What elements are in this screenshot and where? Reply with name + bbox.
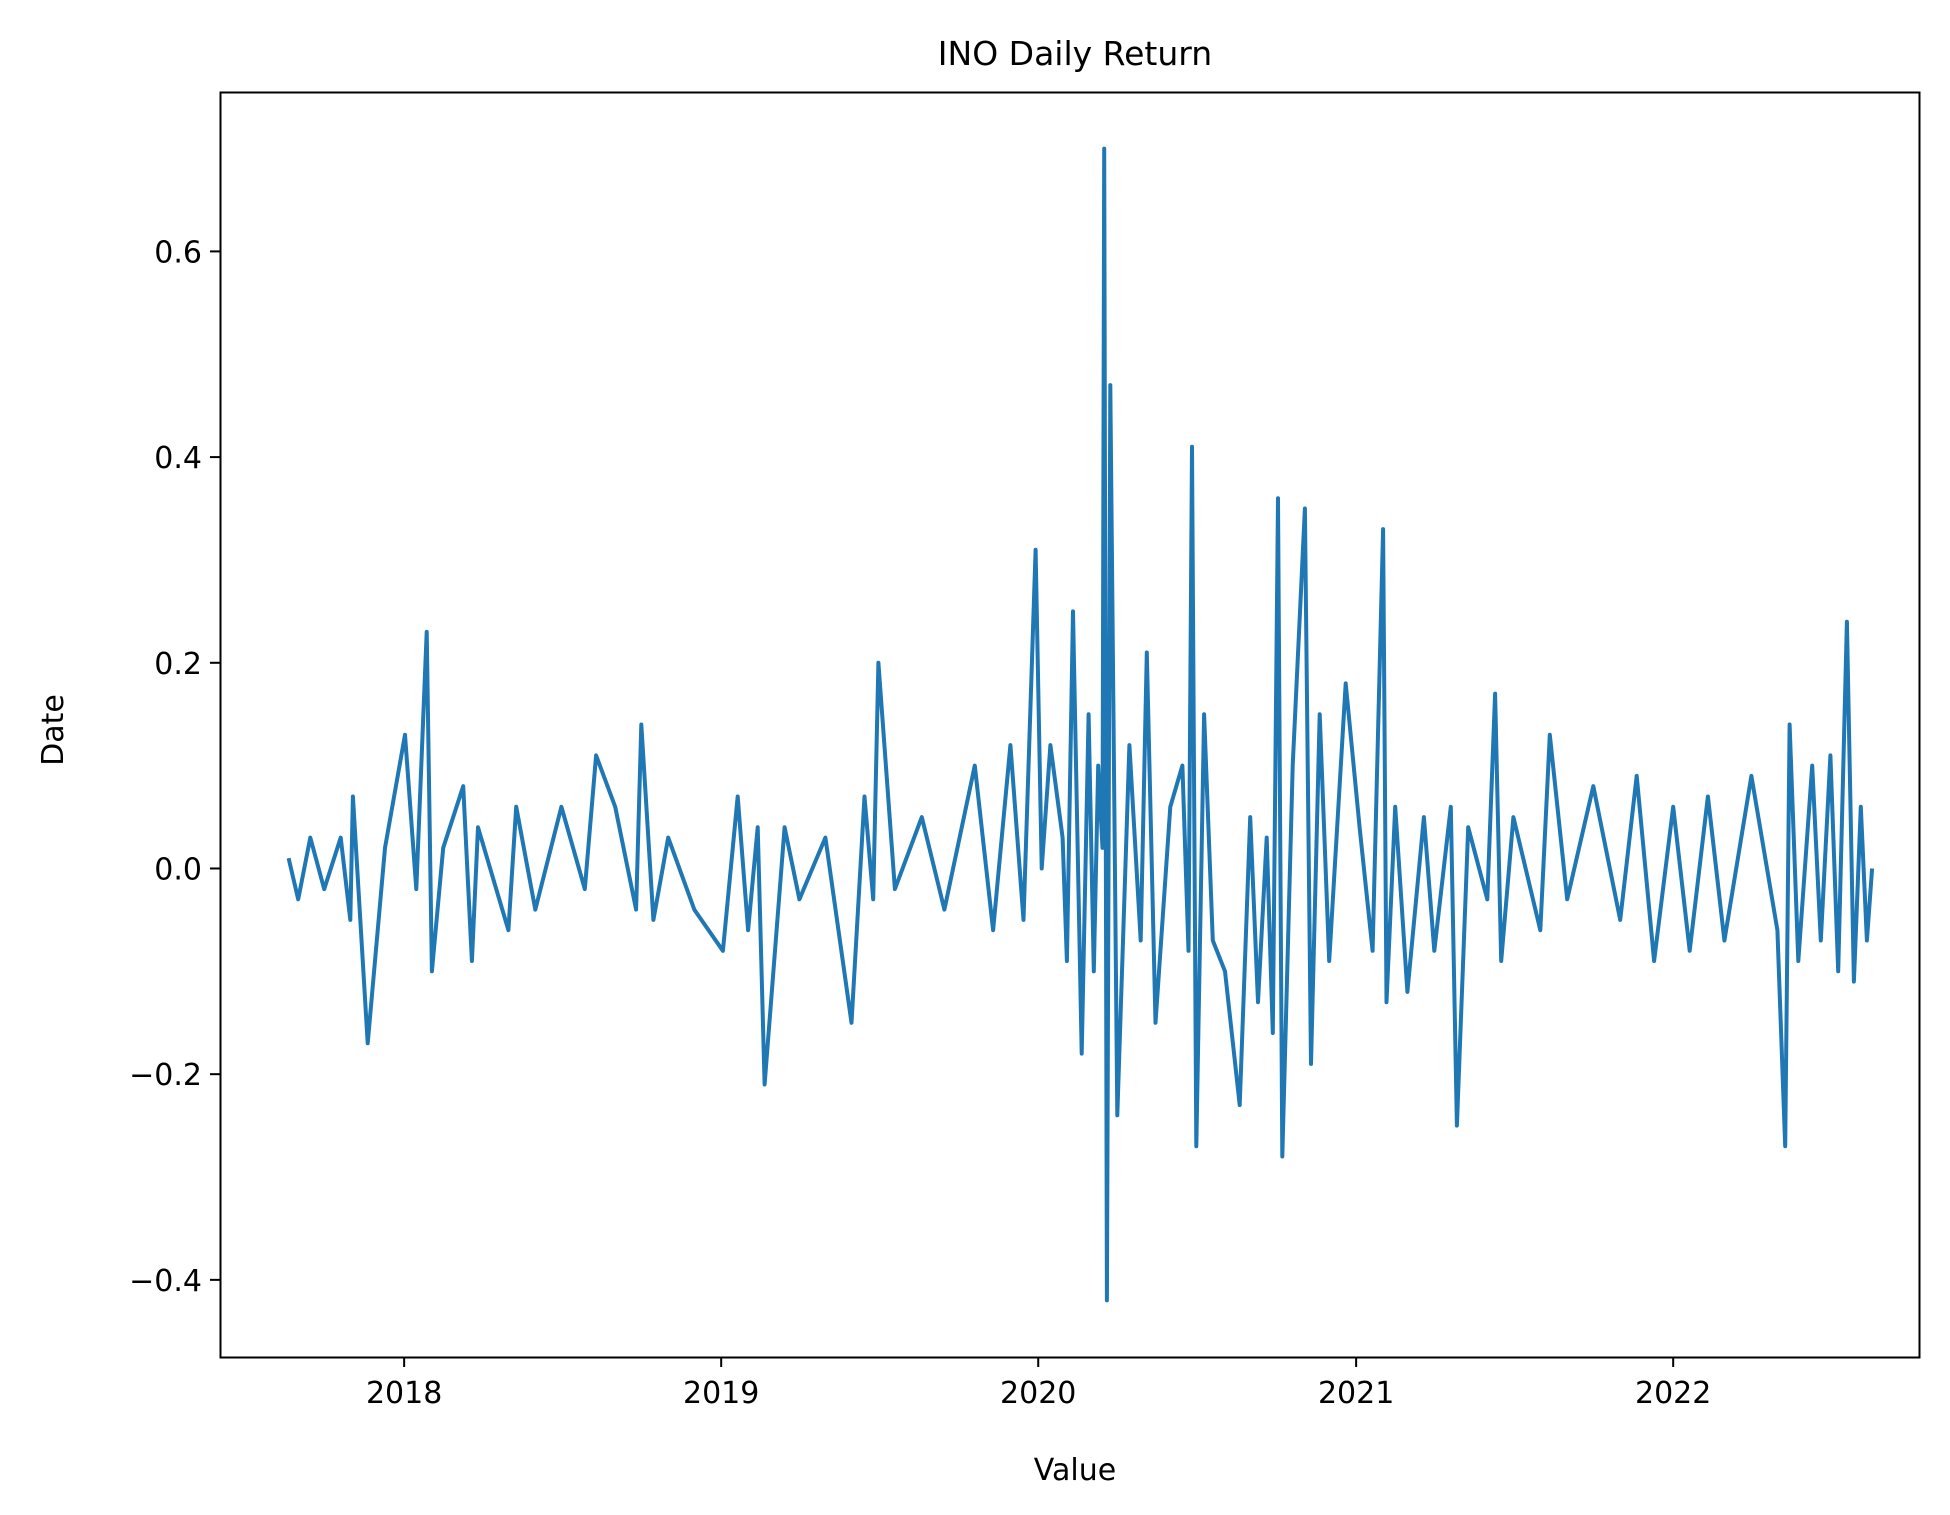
y-tick-label: 0.6 (154, 235, 202, 270)
series-layer (286, 146, 1875, 1303)
x-tick-label: 2018 (366, 1376, 442, 1411)
x-axis-label: Value (1034, 1453, 1116, 1488)
y-tick-label: 0.2 (154, 647, 202, 682)
y-axis-label: Date (36, 694, 71, 766)
y-tick-label: 0.0 (154, 852, 202, 887)
plot-frame (219, 91, 1921, 1359)
y-tick-label: 0.4 (154, 441, 202, 476)
y-tick-label: −0.2 (129, 1058, 202, 1093)
chart-title: INO Daily Return (938, 34, 1212, 73)
x-axis-ticks: 2018 2019 2020 2021 2022 (366, 1357, 1711, 1411)
series-line (286, 146, 1875, 1303)
x-tick-label: 2020 (1000, 1376, 1076, 1411)
x-tick-label: 2019 (683, 1376, 759, 1411)
x-tick-label: 2022 (1635, 1376, 1711, 1411)
y-tick-label: −0.4 (129, 1264, 202, 1299)
x-tick-label: 2021 (1318, 1376, 1394, 1411)
y-axis-ticks: −0.4 −0.2 0.0 0.2 0.4 0.6 (129, 235, 220, 1299)
